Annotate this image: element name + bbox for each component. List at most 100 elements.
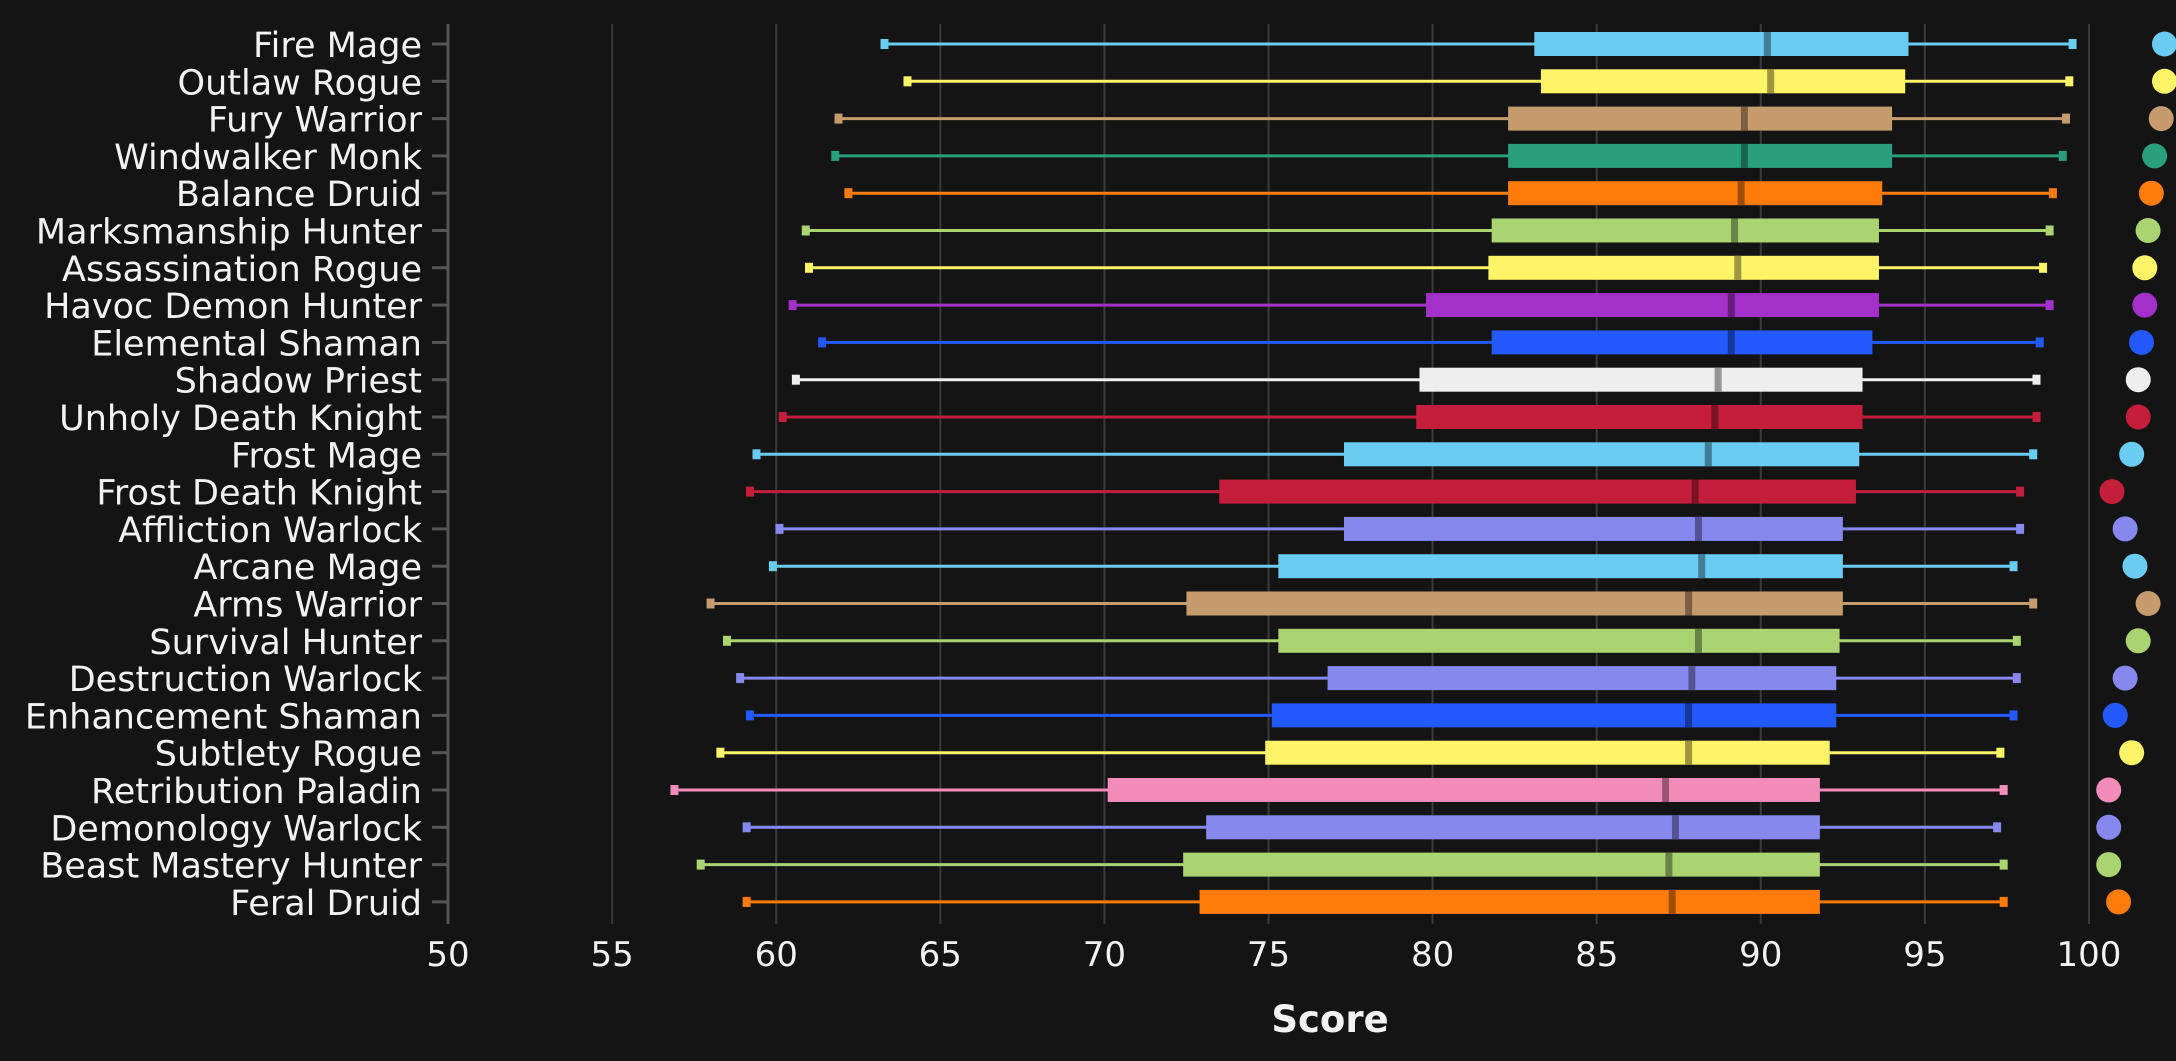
box-row: [834, 106, 2174, 132]
x-tick-label: 95: [1903, 935, 1946, 975]
top-score-dot: [2138, 180, 2164, 206]
spec-label: Fury Warrior: [208, 101, 423, 141]
whisker-min-cap: [834, 113, 843, 124]
box-row: [844, 180, 2164, 206]
iqr-box: [1491, 218, 1879, 243]
box-row: [742, 889, 2132, 915]
whisker-max-cap: [2035, 337, 2044, 348]
whisker-min-cap: [745, 710, 754, 721]
iqr-box: [1265, 740, 1830, 765]
spec-label: Beast Mastery Hunter: [40, 847, 422, 887]
top-score-dot: [2125, 404, 2151, 430]
top-score-dot: [2135, 591, 2161, 616]
spec-label: Windwalker Monk: [114, 138, 423, 178]
whisker-max-cap: [2029, 598, 2038, 609]
whisker-min-cap: [670, 785, 679, 795]
top-score-dot: [2112, 516, 2138, 542]
x-tick-label: 80: [1411, 935, 1454, 975]
iqr-box: [1271, 703, 1837, 728]
whisker-max-cap: [2032, 412, 2041, 422]
spec-label: Feral Druid: [230, 884, 422, 924]
top-score-dot: [2151, 31, 2176, 57]
whisker-min-cap: [805, 262, 814, 273]
whisker-max-cap: [2012, 673, 2021, 684]
box-row: [880, 31, 2176, 57]
grid-lines: [611, 24, 2090, 924]
top-score-dot: [2112, 665, 2138, 691]
whisker-max-cap: [2009, 710, 2018, 721]
median-marker: [1694, 628, 1702, 653]
median-marker: [1694, 516, 1702, 541]
median-marker: [1714, 367, 1722, 392]
top-score-dot: [2106, 889, 2132, 915]
box-row: [778, 404, 2151, 430]
whisker-min-cap: [716, 747, 725, 758]
top-score-dot: [2132, 255, 2158, 281]
median-marker: [1698, 554, 1706, 579]
box-row: [722, 628, 2151, 654]
top-score-dot: [2148, 106, 2174, 132]
whisker-min-cap: [745, 486, 754, 497]
top-score-dot: [2122, 553, 2148, 579]
whisker-min-cap: [736, 673, 745, 684]
x-tick-label: 75: [1247, 935, 1290, 975]
box-row: [801, 218, 2161, 243]
box-row: [670, 777, 2122, 803]
x-tick-label: 70: [1083, 935, 1126, 975]
top-score-dot: [2151, 68, 2176, 94]
whisker-min-cap: [903, 76, 912, 87]
top-score-dot: [2096, 814, 2122, 840]
median-marker: [1731, 218, 1739, 243]
iqr-box: [1278, 554, 1843, 579]
iqr-box: [1491, 330, 1873, 355]
box-row: [831, 143, 2168, 169]
iqr-box: [1206, 815, 1820, 840]
whisker-max-cap: [2032, 374, 2041, 385]
median-marker: [1740, 106, 1748, 131]
whisker-min-cap: [778, 412, 787, 422]
whisker-max-cap: [2029, 449, 2038, 460]
median-marker: [1737, 181, 1745, 206]
axes: 50 55 60 65 70 75 80 85 90 95 100: [426, 24, 2121, 975]
top-score-dot: [2142, 143, 2168, 169]
iqr-box: [1508, 106, 1893, 131]
whisker-max-cap: [1999, 785, 2008, 795]
box-row: [818, 329, 2155, 355]
iqr-box: [1488, 255, 1879, 280]
box-row: [716, 740, 2145, 766]
median-marker: [1763, 32, 1771, 56]
iqr-box: [1219, 479, 1856, 504]
whisker-max-cap: [2045, 225, 2054, 236]
whisker-max-cap: [1999, 859, 2008, 870]
whisker-max-cap: [2045, 300, 2054, 311]
box-series: [670, 31, 2176, 915]
median-marker: [1685, 703, 1693, 728]
whisker-max-cap: [2068, 39, 2077, 49]
whisker-max-cap: [2012, 635, 2021, 646]
whisker-min-cap: [742, 896, 751, 907]
whisker-max-cap: [2058, 150, 2067, 161]
x-tick-label: 65: [919, 935, 962, 975]
spec-label: Retribution Paladin: [91, 772, 422, 812]
whisker-min-cap: [831, 150, 840, 161]
whisker-min-cap: [742, 822, 751, 833]
whisker-min-cap: [752, 449, 761, 460]
box-row: [752, 441, 2145, 467]
x-tick-label: 85: [1575, 935, 1618, 975]
whisker-max-cap: [2016, 486, 2025, 497]
whisker-max-cap: [2039, 262, 2048, 273]
iqr-box: [1183, 852, 1820, 877]
spec-label: Demonology Warlock: [50, 809, 422, 849]
x-tick-label: 50: [426, 935, 469, 975]
whisker-min-cap: [880, 39, 889, 49]
median-marker: [1727, 293, 1735, 318]
spec-label: Subtlety Rogue: [155, 735, 422, 775]
whisker-min-cap: [706, 598, 715, 609]
box-row: [788, 292, 2158, 318]
spec-label: Affliction Warlock: [118, 511, 423, 551]
x-tick-label: 60: [755, 935, 798, 975]
spec-label: Fire Mage: [253, 26, 422, 66]
whisker-max-cap: [1996, 747, 2005, 758]
